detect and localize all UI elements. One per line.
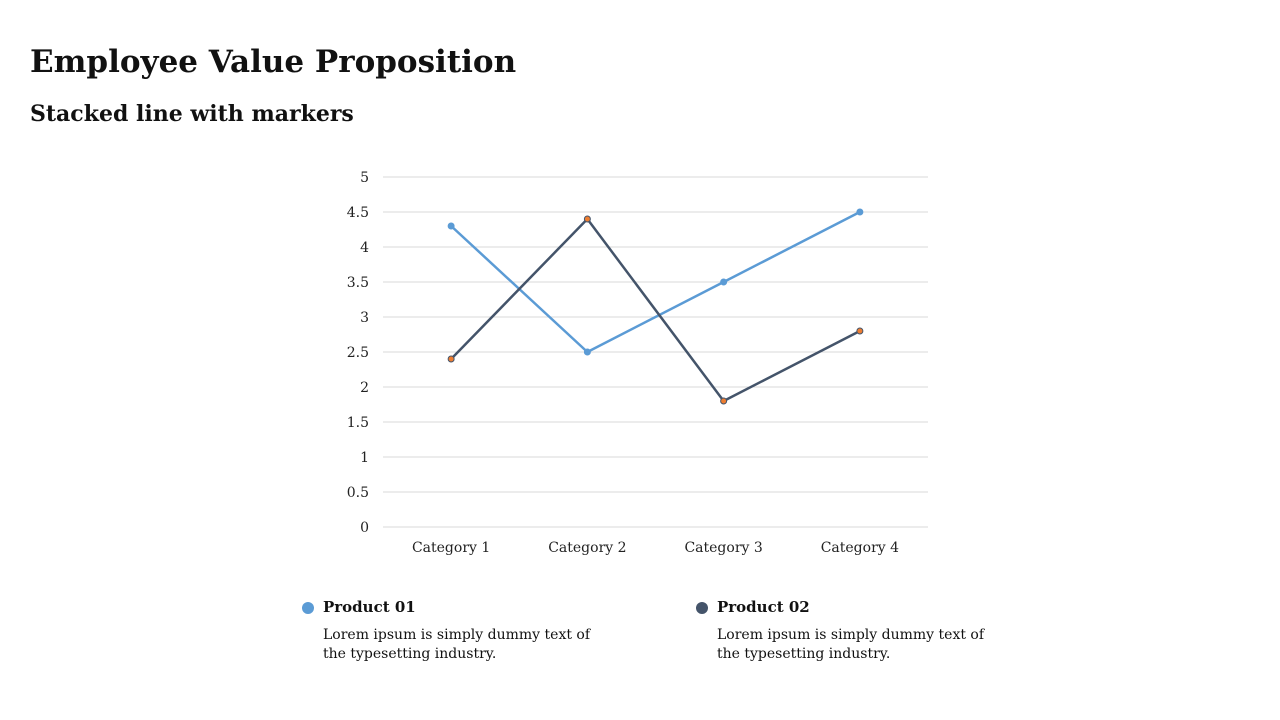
data-point: [720, 397, 728, 405]
series-2: [447, 215, 864, 405]
y-tick-label: 1: [360, 450, 369, 466]
data-point: [720, 278, 728, 286]
y-axis-ticks: 0 0.5 1 1.5 2 2.5 3 3.5 4 4.5 5: [347, 170, 369, 536]
legend-description: Lorem ipsum is simply dummy text of the …: [717, 627, 985, 662]
legend-dot-icon: [696, 602, 708, 614]
data-point: [856, 208, 864, 216]
legend-description: Lorem ipsum is simply dummy text of the …: [323, 627, 591, 662]
series-line: [450, 217, 861, 403]
data-point: [447, 355, 455, 363]
legend-name: Product 02: [717, 598, 810, 616]
chart-gridlines: [383, 176, 928, 528]
data-point: [583, 215, 591, 223]
y-tick-label: 0: [360, 520, 369, 536]
data-point: [583, 348, 591, 356]
y-tick-label: 1.5: [347, 415, 369, 431]
y-tick-label: 4.5: [347, 205, 369, 221]
y-tick-label: 3.5: [347, 275, 369, 291]
y-tick-label: 4: [360, 240, 369, 256]
data-point: [447, 222, 455, 230]
page-title: Employee Value Proposition: [30, 44, 517, 80]
data-point: [856, 327, 864, 335]
x-category-label: Category 3: [684, 540, 762, 556]
chart-series: [447, 208, 864, 405]
y-tick-label: 2.5: [347, 345, 369, 361]
page-subtitle: Stacked line with markers: [30, 101, 354, 127]
x-category-label: Category 4: [821, 540, 899, 556]
legend-dot-icon: [302, 602, 314, 614]
y-tick-label: 0.5: [347, 485, 369, 501]
x-category-label: Category 1: [412, 540, 490, 556]
y-tick-label: 5: [360, 170, 369, 186]
y-tick-label: 2: [360, 380, 369, 396]
x-category-label: Category 2: [548, 540, 626, 556]
x-axis-categories: Category 1 Category 2 Category 3 Category 4: [412, 540, 899, 556]
y-tick-label: 3: [360, 310, 369, 326]
legend-name: Product 01: [323, 598, 416, 616]
